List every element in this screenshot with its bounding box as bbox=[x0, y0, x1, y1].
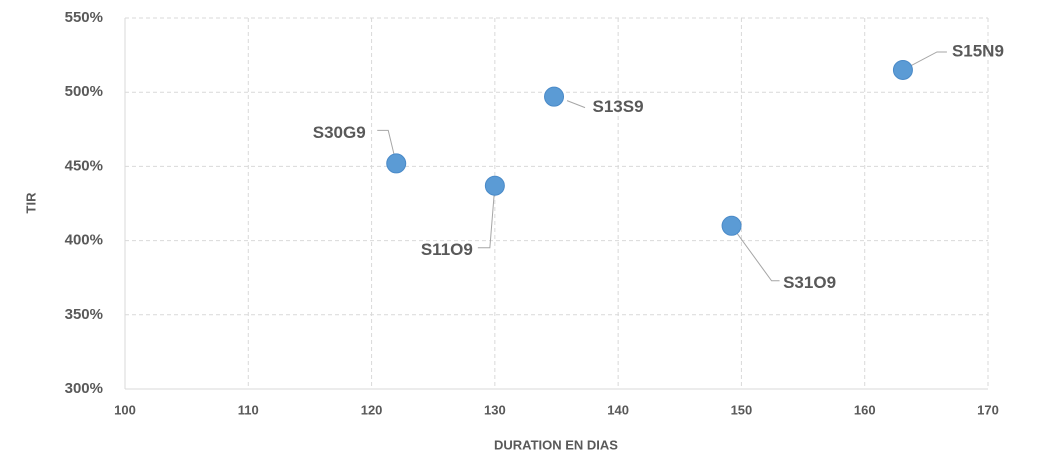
point bbox=[892, 59, 913, 80]
point bbox=[484, 175, 505, 196]
data-label: S31O9 bbox=[783, 273, 836, 292]
x-tick-label: 160 bbox=[854, 402, 876, 417]
point bbox=[544, 86, 565, 107]
x-tick-label: 120 bbox=[361, 402, 383, 417]
data-label: S30G9 bbox=[313, 123, 366, 142]
point bbox=[721, 215, 742, 236]
data-label: S15N9 bbox=[952, 41, 1004, 60]
y-tick-label: 500% bbox=[65, 83, 103, 100]
y-tick-label: 450% bbox=[65, 157, 103, 174]
x-tick-label: 150 bbox=[731, 402, 753, 417]
point bbox=[386, 153, 407, 174]
x-axis-title: DURATION EN DIAS bbox=[494, 437, 618, 452]
x-tick-label: 100 bbox=[114, 402, 136, 417]
x-tick-label: 170 bbox=[977, 402, 999, 417]
x-tick-label: 110 bbox=[238, 402, 259, 417]
y-tick-label: 400% bbox=[65, 232, 103, 249]
y-axis-title: TIR bbox=[23, 192, 38, 214]
leader-line bbox=[902, 51, 947, 71]
data-label: S11O9 bbox=[421, 240, 473, 259]
y-tick-label: 550% bbox=[65, 9, 103, 26]
leader-line bbox=[566, 100, 586, 109]
y-tick-label: 300% bbox=[65, 380, 103, 397]
leader-line bbox=[377, 129, 397, 164]
leader-line bbox=[731, 225, 780, 282]
data-label: S13S9 bbox=[593, 97, 644, 116]
leader-line bbox=[477, 185, 496, 249]
y-tick-label: 350% bbox=[65, 306, 103, 323]
x-tick-label: 140 bbox=[607, 402, 629, 417]
x-tick-label: 130 bbox=[484, 402, 506, 417]
